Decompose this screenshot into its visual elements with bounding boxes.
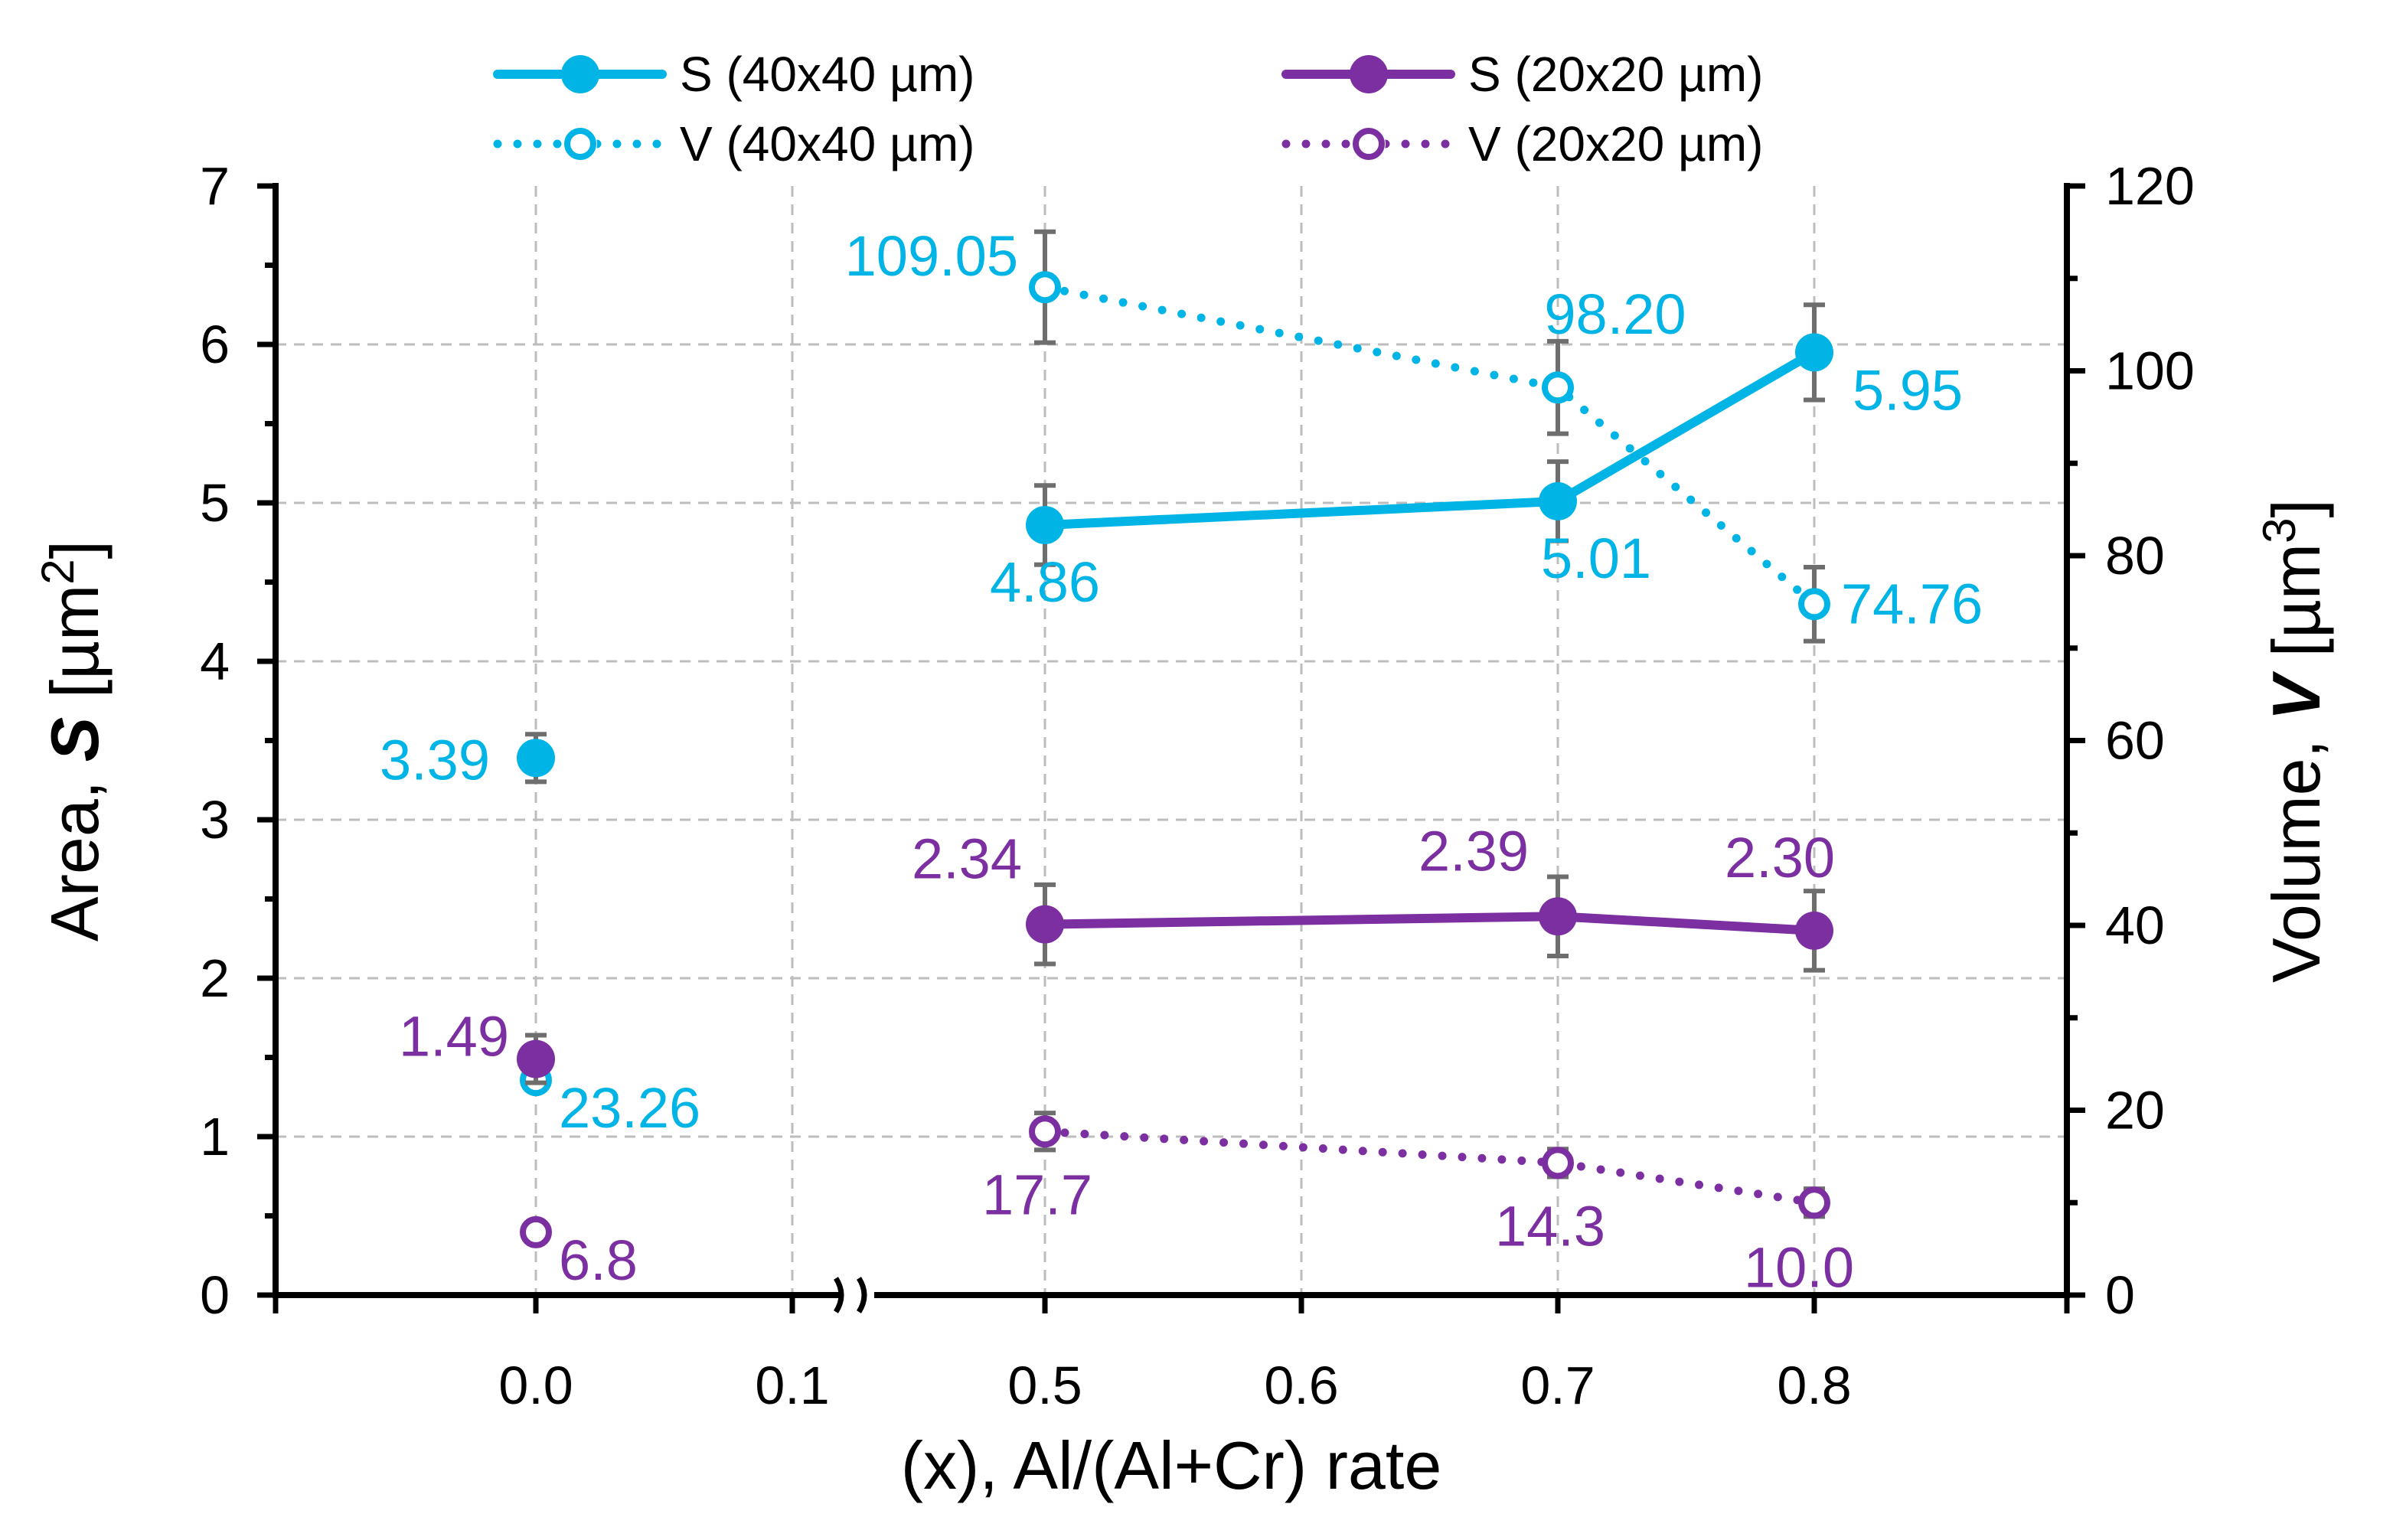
data-point-s-20x20-m (1795, 911, 1833, 950)
data-label-s-20x20-m: 2.39 (1418, 819, 1529, 883)
data-label-s-40x40-m: 5.01 (1541, 527, 1651, 590)
legend-label: S (40x40 µm) (680, 47, 975, 102)
legend-marker (1353, 128, 1385, 160)
y-left-tick-label: 3 (200, 790, 230, 850)
legend-marker (561, 55, 599, 93)
legend-entry: V (20x20 µm) (1281, 116, 1763, 171)
data-point-v-20x20-m (1029, 1115, 1061, 1148)
data-label-v-20x20-m: 10.0 (1744, 1235, 1854, 1299)
data-point-v-20x20-m (1798, 1186, 1830, 1219)
legend-marker (1350, 55, 1388, 93)
y-left-tick-label: 6 (200, 315, 230, 374)
y-right-tick-label: 60 (2105, 711, 2165, 771)
legend-label: S (20x20 µm) (1468, 47, 1763, 102)
data-point-s-40x40-m (1026, 505, 1064, 544)
x-tick-label: 0.7 (1520, 1356, 1595, 1415)
x-axis-title: (x), Al/(Al+Cr) rate (901, 1427, 1442, 1503)
y-left-tick-label: 7 (200, 156, 230, 216)
data-point-s-40x40-m (517, 739, 555, 778)
data-label-v-40x40-m: 74.76 (1841, 572, 1983, 635)
series-line-v-40x40-m (1040, 282, 1819, 608)
y-right-tick-label: 100 (2105, 341, 2195, 401)
legend-entry: S (20x20 µm) (1281, 47, 1763, 102)
data-label-s-20x20-m: 1.49 (399, 1005, 509, 1069)
axis-break-gap (841, 1281, 874, 1309)
data-point-s-40x40-m (1539, 481, 1577, 520)
data-label-v-20x20-m: 6.8 (559, 1228, 638, 1292)
y-right-tick-label: 0 (2105, 1265, 2135, 1325)
y-right-tick-label: 40 (2105, 896, 2165, 955)
y-left-tick-label: 4 (200, 631, 230, 691)
data-point-v-20x20-m (1542, 1147, 1574, 1179)
data-label-v-40x40-m: 109.05 (845, 224, 1018, 288)
legend: S (40x40 µm) V (40x40 µm) S (20x20 µm) V (2… (493, 47, 1763, 171)
legend-label: V (20x20 µm) (1468, 116, 1763, 171)
legend-entry: S (40x40 µm) (493, 47, 975, 102)
series-line-s-20x20-m (1040, 912, 1819, 935)
data-labels: 3.39 4.86 5.01 5.95 23.26 109.05 98.20 74.76 1.4… (380, 224, 1983, 1299)
y-axis-left-title: Area, S [µm2] (32, 540, 113, 941)
series (517, 229, 1833, 1248)
legend-marker (564, 128, 596, 160)
data-point-v-40x40-m (1542, 371, 1574, 404)
data-label-s-40x40-m: 5.95 (1853, 358, 1963, 422)
data-label-s-40x40-m: 4.86 (990, 550, 1100, 614)
data-point-v-20x20-m (520, 1215, 552, 1248)
x-tick-label: 0.0 (498, 1356, 573, 1415)
x-tick-label: 0.8 (1777, 1356, 1851, 1415)
y-left-tick-label: 2 (200, 948, 230, 1008)
x-tick-label: 0.6 (1264, 1356, 1338, 1415)
data-point-s-20x20-m (1026, 905, 1064, 944)
y-left-tick-label: 0 (200, 1265, 230, 1325)
axis-break-mark (856, 1277, 867, 1313)
y-left-tick-label: 5 (200, 473, 230, 533)
y-axis-right-title: Volume, V [µm3] (2254, 499, 2334, 983)
data-point-s-20x20-m (517, 1039, 555, 1078)
data-point-s-20x20-m (1539, 897, 1577, 936)
data-label-s-20x20-m: 2.34 (912, 827, 1022, 891)
data-label-v-40x40-m: 23.26 (559, 1076, 700, 1140)
data-point-s-40x40-m (1795, 333, 1833, 372)
data-point-v-40x40-m (1798, 588, 1830, 621)
data-label-s-20x20-m: 2.30 (1725, 826, 1835, 889)
legend-label: V (40x40 µm) (680, 116, 975, 171)
x-tick-label: 0.1 (755, 1356, 829, 1415)
series-line-s-40x40-m (1040, 347, 1819, 530)
x-tick-label: 0.5 (1007, 1356, 1082, 1415)
axis-break-mark (833, 1277, 844, 1313)
data-label-v-20x20-m: 14.3 (1495, 1194, 1605, 1258)
data-label-s-40x40-m: 3.39 (380, 728, 490, 791)
data-label-v-40x40-m: 98.20 (1544, 282, 1686, 346)
y-left-tick-label: 1 (200, 1107, 230, 1166)
legend-entry: V (40x40 µm) (493, 116, 975, 171)
y-right-tick-label: 80 (2105, 526, 2165, 586)
y-right-tick-label: 120 (2105, 156, 2195, 216)
series-line-v-20x20-m (1040, 1127, 1819, 1207)
axes: 0 1 2 3 4 5 6 7 0 20 40 60 80 100 120 0.0 0.1 0.5 0.6 0.7 0.… (32, 156, 2334, 1503)
y-right-tick-label: 20 (2105, 1081, 2165, 1140)
data-label-v-20x20-m: 17.7 (982, 1163, 1092, 1226)
data-point-v-40x40-m (1029, 271, 1061, 304)
